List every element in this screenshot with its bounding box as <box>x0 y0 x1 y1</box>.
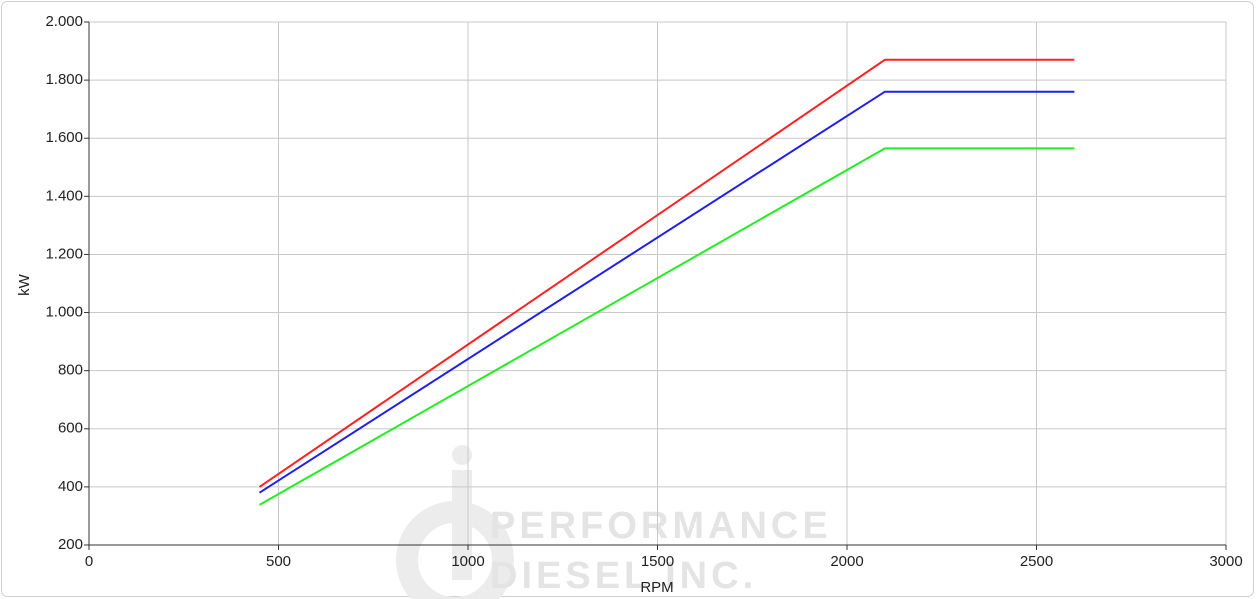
x-tick-label: 1000 <box>451 553 484 570</box>
x-tick-label: 0 <box>85 553 93 570</box>
line-series <box>258 90 1075 494</box>
watermark-text: DIESEL INC. <box>490 555 757 597</box>
x-tick-label: 3000 <box>1209 553 1242 570</box>
y-tick-label: 600 <box>58 420 83 437</box>
line-series <box>258 58 1075 488</box>
y-axis-label: kW <box>16 273 33 296</box>
y-tick-label: 1.400 <box>45 187 83 204</box>
watermark-logo <box>452 445 472 465</box>
y-tick-label: 1.800 <box>45 71 83 88</box>
y-tick-label: 1.000 <box>45 304 83 321</box>
x-axis-label: RPM <box>640 579 673 596</box>
watermark-text: PERFORMANCE <box>490 505 832 547</box>
line-series <box>259 147 1075 506</box>
x-tick-label: 2500 <box>1020 553 1053 570</box>
y-tick-label: 2.000 <box>45 13 83 30</box>
x-tick-label: 2000 <box>830 553 863 570</box>
y-tick-label: 1.200 <box>45 245 83 262</box>
y-tick-label: 200 <box>58 536 83 553</box>
x-tick-label: 500 <box>266 553 291 570</box>
watermark: PERFORMANCE DIESEL INC. <box>396 445 832 599</box>
y-tick-label: 1.600 <box>45 129 83 146</box>
y-tick-label: 800 <box>58 362 83 379</box>
y-tick-label: 400 <box>58 478 83 495</box>
watermark-logo <box>452 470 472 580</box>
x-tick-label: 1500 <box>641 553 674 570</box>
